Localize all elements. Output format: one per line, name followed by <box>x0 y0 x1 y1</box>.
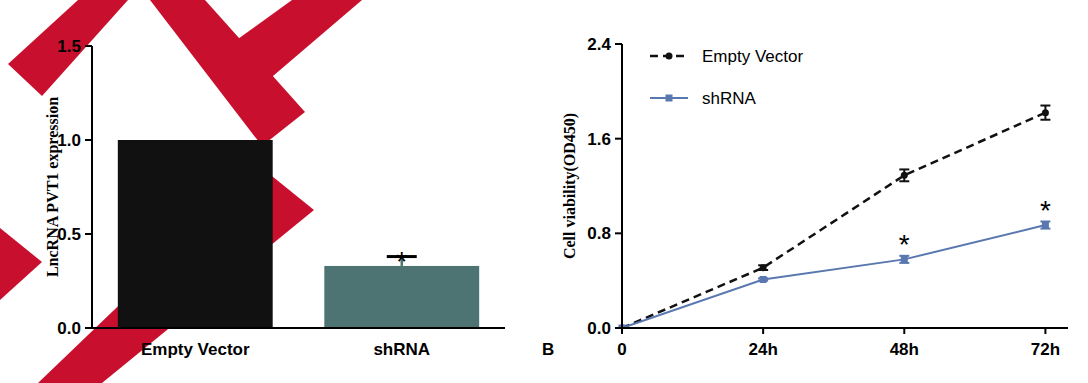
marker <box>1042 109 1049 116</box>
watermark <box>0 0 362 383</box>
marks <box>619 106 1051 328</box>
figure: Empty VectorshRNA0.00.51.01.5LncRNA PVT1… <box>0 0 1088 383</box>
x-axis <box>622 327 1068 329</box>
legend: Empty Vector shRNA <box>650 47 803 108</box>
watermark-shape <box>0 228 42 300</box>
y-tick-label: 0.0 <box>587 319 611 338</box>
error-bar <box>899 169 909 181</box>
y-tick <box>85 45 92 47</box>
y-tick <box>615 232 622 234</box>
x-tick-label: 24h <box>748 340 777 359</box>
y-axis-label: Cell viability(OD450) <box>561 113 579 259</box>
series-line <box>622 113 1045 328</box>
annotation: * <box>1040 195 1051 226</box>
x-tick-label: Empty Vector <box>141 340 250 359</box>
y-tick-label: 0.0 <box>57 319 81 338</box>
error-cap <box>1040 119 1050 121</box>
x-tick <box>1044 328 1046 334</box>
series-line <box>622 225 1045 328</box>
y-tick <box>85 327 92 329</box>
bar <box>118 140 273 328</box>
legend-marker <box>666 53 673 60</box>
x-tick <box>903 328 905 334</box>
y-tick-label: 1.5 <box>57 37 81 56</box>
error-cap <box>899 180 909 182</box>
line-chart: 0 24h 48h 72h 0.0 0.8 1.6 2.4 Cell viability(OD4… <box>542 35 1068 359</box>
marker <box>901 172 908 179</box>
error-cap <box>899 168 909 170</box>
x-tick-label: 72h <box>1031 340 1060 359</box>
y-tick <box>85 139 92 141</box>
watermark-shape <box>8 0 128 96</box>
x-axis <box>92 327 505 329</box>
x-tick-label: shRNA <box>373 340 430 359</box>
marker <box>760 264 767 271</box>
panel-label: B <box>542 340 554 359</box>
y-tick-label: 0.8 <box>587 224 611 243</box>
y-axis-label: LncRNA PVT1 expression <box>44 97 62 277</box>
y-axis <box>621 44 623 328</box>
legend-label: shRNA <box>702 89 757 108</box>
bar-chart: Empty VectorshRNA0.00.51.01.5LncRNA PVT1… <box>44 37 505 359</box>
y-tick-label: 1.6 <box>587 130 611 149</box>
marker <box>760 276 767 283</box>
y-tick <box>615 327 622 329</box>
watermark-shape <box>206 0 362 94</box>
x-tick <box>762 328 764 334</box>
legend-label: Empty Vector <box>702 47 803 66</box>
x-tick-label: 0 <box>617 340 626 359</box>
x-tick-label: 48h <box>890 340 919 359</box>
error-bar <box>1040 106 1050 120</box>
annotation: * <box>396 246 407 277</box>
y-tick <box>615 43 622 45</box>
y-axis <box>91 46 93 328</box>
error-cap <box>1040 105 1050 107</box>
y-tick <box>85 233 92 235</box>
marks <box>118 140 479 328</box>
y-tick-label: 2.4 <box>587 35 611 54</box>
annotation: * <box>899 229 910 260</box>
y-tick <box>615 138 622 140</box>
legend-marker <box>666 95 673 102</box>
